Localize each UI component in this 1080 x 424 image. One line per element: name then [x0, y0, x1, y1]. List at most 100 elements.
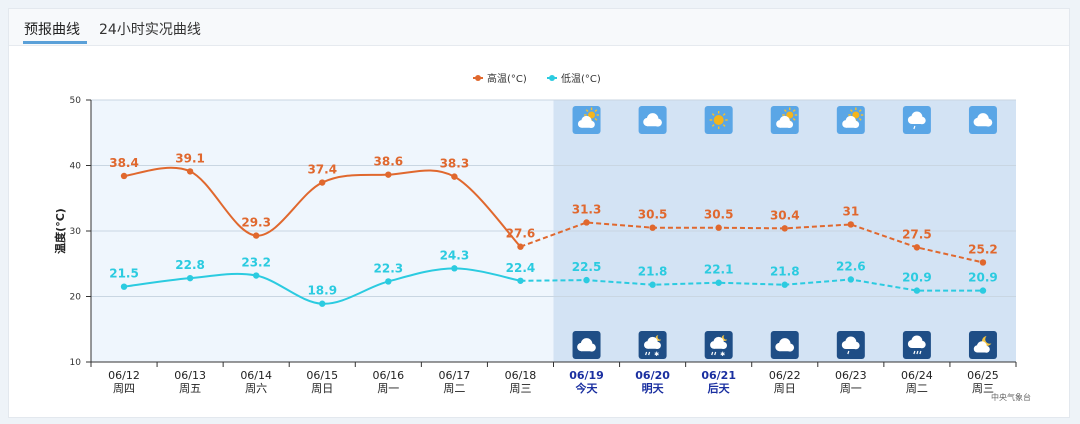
x-date-label: 06/13: [174, 369, 206, 382]
low-temp-point: [252, 272, 260, 279]
high-temp-point: [252, 232, 260, 239]
high-temp-point: [186, 168, 194, 175]
rain-snow-night-icon: ✱: [704, 331, 733, 359]
rain-night-icon: [902, 331, 931, 359]
low-temp-value-label: 22.1: [704, 263, 734, 277]
high-temp-value-label: 38.4: [109, 156, 139, 170]
cloudy-icon: [968, 106, 997, 134]
x-date-label: 06/14: [240, 369, 272, 382]
partly-cloudy-day-icon: [770, 106, 799, 134]
high-temp-point: [781, 225, 788, 232]
x-date-label: 06/18: [505, 369, 537, 382]
x-date-label: 06/12: [108, 369, 140, 382]
low-temp-value-label: 21.8: [638, 265, 668, 279]
high-temp-point: [913, 244, 921, 251]
high-temp-point: [583, 219, 590, 226]
high-temp-value-label: 27.5: [902, 227, 932, 241]
svg-text:✱: ✱: [654, 351, 659, 358]
high-temp-value-label: 30.5: [638, 208, 668, 222]
y-tick-label: 10: [70, 358, 82, 368]
y-tick-label: 20: [70, 293, 82, 303]
x-weekday-label: 周三: [509, 382, 531, 395]
low-temp-value-label: 23.2: [241, 256, 271, 270]
legend-marker: [475, 75, 481, 81]
cloudy-night-icon: [770, 331, 799, 359]
high-temp-point: [715, 224, 722, 231]
low-temp-value-label: 22.4: [506, 261, 536, 275]
x-date-label: 06/15: [306, 369, 338, 382]
legend-label: 高温(°C): [487, 72, 527, 85]
low-temp-point: [649, 281, 656, 288]
x-date-label: 06/24: [901, 369, 933, 382]
y-tick-label: 30: [70, 227, 82, 237]
y-axis-label: 温度(°C): [53, 208, 67, 254]
legend-label: 低温(°C): [561, 72, 601, 85]
low-temp-value-label: 24.3: [440, 248, 470, 262]
cloudy-night-icon: [572, 331, 601, 359]
high-temp-point: [319, 179, 326, 186]
y-tick-label: 50: [70, 96, 82, 106]
x-date-label: 06/21: [701, 369, 736, 382]
partly-cloudy-night-icon: [968, 331, 997, 359]
x-weekday-label: 周二: [906, 382, 928, 395]
source-note: 中央气象台: [991, 393, 1031, 402]
low-temp-point: [451, 265, 458, 272]
x-weekday-label: 周四: [113, 382, 135, 395]
light-rain-night-icon: [836, 331, 865, 359]
high-temp-value-label: 31: [842, 204, 859, 218]
rain-snow-night-icon: ✱: [638, 331, 667, 359]
x-date-label: 06/22: [769, 369, 801, 382]
low-temp-value-label: 22.5: [572, 260, 602, 274]
x-weekday-label: 明天: [642, 382, 665, 395]
low-temp-point: [847, 276, 855, 283]
x-date-label: 06/16: [372, 369, 404, 382]
high-temp-point: [649, 224, 656, 231]
active-tab-indicator: [23, 41, 87, 44]
x-weekday-label: 周五: [179, 382, 201, 395]
high-temp-line-forecast: [520, 221, 984, 264]
low-temp-value-label: 21.5: [109, 267, 139, 281]
x-date-label: 06/17: [439, 369, 471, 382]
partly-cloudy-day-icon: [836, 106, 865, 134]
low-temp-line-forecast: [520, 278, 983, 292]
high-temp-point: [120, 172, 128, 180]
low-temp-value-label: 22.3: [374, 261, 404, 275]
high-temp-value-label: 25.2: [968, 242, 998, 256]
tab-24h-observed-curve[interactable]: 24小时实况曲线: [99, 22, 201, 38]
x-date-label: 06/20: [635, 369, 670, 382]
high-temp-point: [979, 259, 987, 266]
low-temp-point: [186, 274, 194, 282]
x-weekday-label: 周一: [840, 382, 862, 395]
high-temp-point: [847, 221, 855, 228]
high-temp-value-label: 30.5: [704, 208, 734, 222]
high-temp-value-label: 31.3: [572, 202, 602, 216]
high-temp-point: [451, 173, 458, 180]
low-temp-point: [913, 287, 921, 294]
low-temp-point: [715, 279, 722, 286]
legend-marker: [549, 75, 555, 81]
low-temp-value-label: 20.9: [968, 271, 998, 285]
low-temp-point: [319, 300, 326, 307]
high-temp-point: [385, 171, 392, 178]
x-weekday-label: 周六: [245, 382, 267, 395]
x-weekday-label: 今天: [575, 381, 599, 395]
high-temp-value-label: 29.3: [241, 216, 271, 230]
partly-cloudy-day-icon: [572, 106, 601, 134]
high-temp-value-label: 27.6: [506, 227, 536, 241]
low-temp-value-label: 22.6: [836, 259, 866, 273]
tab-bar: 预报曲线 24小时实况曲线: [9, 9, 1069, 46]
tab-forecast-curve[interactable]: 预报曲线: [24, 22, 80, 38]
high-temp-value-label: 37.4: [307, 163, 337, 177]
x-weekday-label: 周日: [774, 382, 796, 395]
low-temp-value-label: 20.9: [902, 271, 932, 285]
high-temp-value-label: 38.3: [440, 157, 470, 171]
x-weekday-label: 周三: [972, 382, 994, 395]
x-weekday-label: 后天: [708, 381, 731, 395]
x-weekday-label: 周一: [377, 382, 399, 395]
x-weekday-label: 周二: [443, 382, 465, 395]
low-temp-value-label: 21.8: [770, 265, 800, 279]
high-temp-point: [517, 243, 524, 250]
high-temp-value-label: 30.4: [770, 208, 800, 222]
high-temp-value-label: 39.1: [175, 151, 205, 165]
